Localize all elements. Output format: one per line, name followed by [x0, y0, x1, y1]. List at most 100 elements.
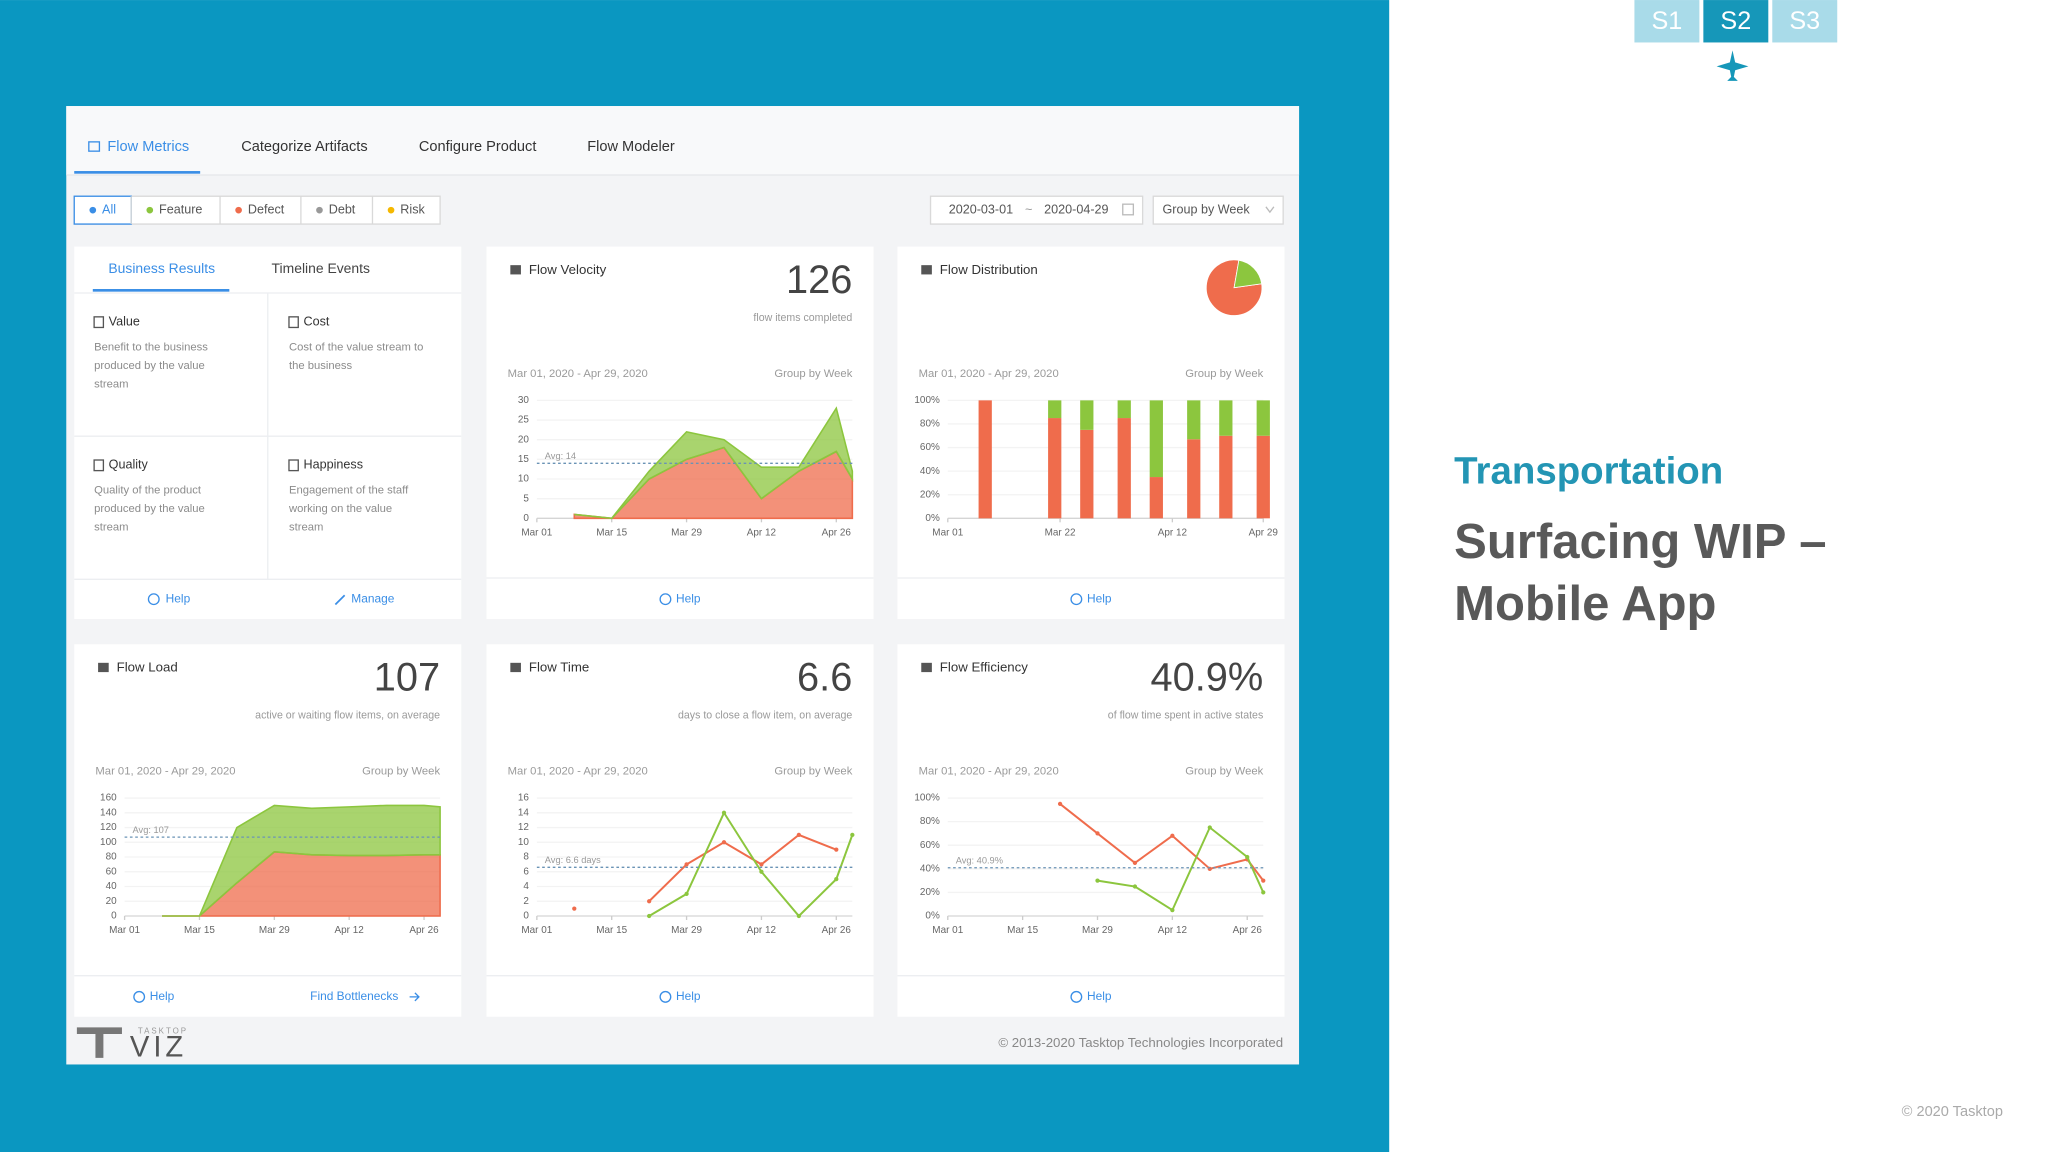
- x-tick-label: Mar 01: [521, 925, 552, 936]
- point: [1170, 907, 1175, 913]
- manage-link[interactable]: Manage: [351, 591, 394, 605]
- item-icon: [288, 459, 299, 472]
- slide-tab[interactable]: [1772, 0, 1838, 43]
- card-title: Flow Velocity: [529, 262, 607, 277]
- help-link[interactable]: Help: [676, 989, 701, 1003]
- date-to[interactable]: 2020-04-29: [1044, 202, 1108, 216]
- point: [721, 810, 727, 815]
- avg-label: Avg: 107: [133, 825, 169, 835]
- x-tick-label: Mar 01: [932, 528, 963, 539]
- y-tick-label: 20%: [920, 489, 940, 500]
- x-tick-label: Apr 12: [747, 925, 777, 936]
- nav-bar: [66, 106, 1300, 176]
- slide-tab[interactable]: [1703, 0, 1769, 43]
- slide-tab-label[interactable]: S2: [1720, 7, 1751, 35]
- y-tick-label: 100%: [914, 395, 940, 406]
- copyright: © 2013-2020 Tasktop Technologies Incorpo…: [998, 1035, 1283, 1050]
- item-title: Cost: [304, 314, 330, 328]
- bar-segment: [1187, 400, 1201, 440]
- point: [1057, 801, 1063, 807]
- point: [796, 913, 801, 919]
- nav-tab[interactable]: Configure Product: [419, 139, 537, 155]
- card-tab[interactable]: Timeline Events: [272, 260, 370, 276]
- point: [1170, 833, 1175, 838]
- item-desc: working on the value: [288, 503, 392, 515]
- y-tick-label: 40%: [920, 863, 940, 874]
- avg-label: Avg: 40.9%: [956, 856, 1003, 866]
- bar-segment: [1256, 400, 1270, 436]
- slide-title: Surfacing WIP –: [1454, 515, 1826, 569]
- date-from[interactable]: 2020-03-01: [949, 202, 1013, 216]
- x-tick-label: Apr 26: [822, 925, 852, 936]
- bar-segment: [1080, 429, 1094, 519]
- point: [1132, 884, 1138, 889]
- y-tick-label: 60: [106, 866, 118, 877]
- metric-value: 6.6: [797, 656, 852, 700]
- date-picker[interactable]: [929, 195, 1144, 225]
- date-sep: ~: [1025, 202, 1032, 216]
- point: [1261, 890, 1266, 895]
- nav-tab[interactable]: Flow Modeler: [587, 139, 675, 155]
- y-tick-label: 12: [518, 822, 530, 833]
- filter-button[interactable]: Risk: [400, 202, 425, 216]
- y-tick-label: 60%: [920, 442, 940, 453]
- item-title: Happiness: [304, 458, 363, 472]
- x-tick-label: Mar 15: [596, 528, 627, 539]
- y-tick-label: 100%: [914, 793, 940, 804]
- help-icon: [1070, 593, 1083, 606]
- point: [1261, 878, 1266, 883]
- slide-tab-label[interactable]: S3: [1789, 7, 1820, 35]
- filter-icon: [235, 206, 242, 214]
- nav-tab[interactable]: Categorize Artifacts: [241, 139, 367, 155]
- slide-tab[interactable]: [1634, 0, 1700, 43]
- group-select-label[interactable]: Group by Week: [1163, 202, 1251, 216]
- x-tick-label: Apr 12: [335, 925, 365, 936]
- help-link[interactable]: Help: [150, 989, 175, 1003]
- x-tick-label: Mar 01: [521, 528, 552, 539]
- y-tick-label: 16: [518, 793, 530, 804]
- help-link[interactable]: Help: [1087, 591, 1112, 605]
- filter-button[interactable]: Debt: [329, 202, 356, 216]
- card: [897, 644, 1285, 1017]
- point: [1095, 831, 1100, 836]
- help-icon: [1070, 990, 1083, 1003]
- bar-segment: [1219, 435, 1233, 519]
- help-icon: [659, 990, 672, 1003]
- y-tick-label: 40: [106, 881, 118, 892]
- group-select[interactable]: [1152, 195, 1284, 225]
- item-desc: stream: [289, 522, 323, 534]
- slide-title: Mobile App: [1454, 577, 1716, 631]
- metric-caption: flow items completed: [753, 312, 852, 324]
- help-link[interactable]: Help: [676, 591, 701, 605]
- card: [486, 644, 874, 1017]
- y-tick-label: 14: [518, 807, 530, 818]
- card-icon: [921, 265, 932, 275]
- filter-icon: [316, 206, 323, 214]
- line: [1097, 825, 1265, 912]
- card-tab[interactable]: Business Results: [108, 260, 215, 276]
- point: [850, 832, 855, 838]
- filter-button[interactable]: Feature: [159, 202, 202, 216]
- help-link[interactable]: Help: [166, 591, 191, 605]
- filter-button[interactable]: All: [102, 202, 116, 216]
- filter-icon: [146, 206, 154, 214]
- filter-icon: [89, 206, 97, 214]
- y-tick-label: 2: [523, 896, 529, 907]
- y-tick-label: 60%: [920, 840, 940, 851]
- filter-active[interactable]: [73, 195, 132, 225]
- metric-caption: days to close a flow item, on average: [678, 710, 852, 722]
- filter-icon: [387, 206, 395, 214]
- card-tab-underline: [92, 289, 230, 292]
- y-tick-label: 0%: [925, 911, 940, 922]
- pie-slice: [1233, 259, 1263, 289]
- x-tick-label: Apr 12: [1158, 528, 1188, 539]
- bar-segment: [1256, 435, 1270, 519]
- bar-segment: [1187, 439, 1201, 519]
- x-tick-label: Apr 26: [409, 925, 439, 936]
- find-bottlenecks-link[interactable]: Find Bottlenecks: [310, 989, 398, 1003]
- nav-tab[interactable]: Flow Metrics: [107, 139, 189, 155]
- help-link[interactable]: Help: [1087, 989, 1112, 1003]
- slide-tab-label[interactable]: S1: [1652, 7, 1683, 35]
- filter-button[interactable]: Defect: [248, 202, 285, 216]
- bar-segment: [1117, 418, 1131, 519]
